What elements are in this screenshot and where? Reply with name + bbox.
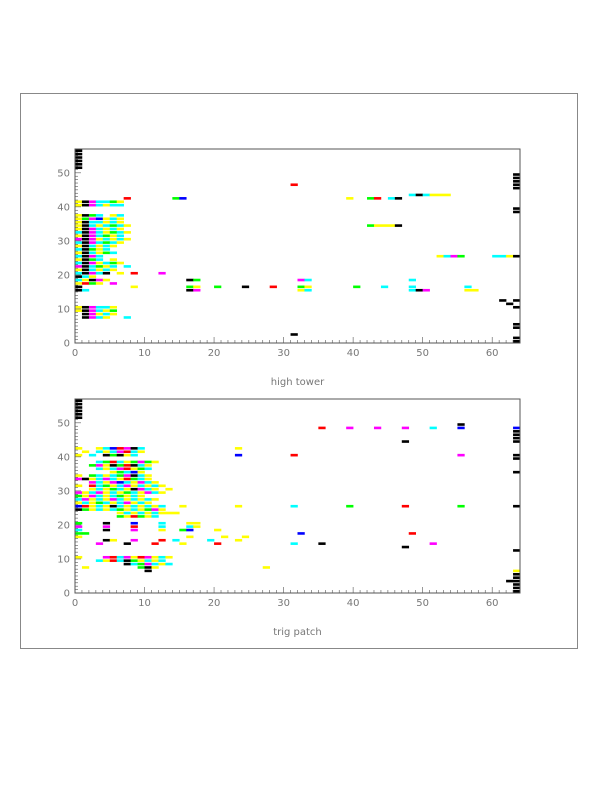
- canvas-frame: [20, 93, 578, 649]
